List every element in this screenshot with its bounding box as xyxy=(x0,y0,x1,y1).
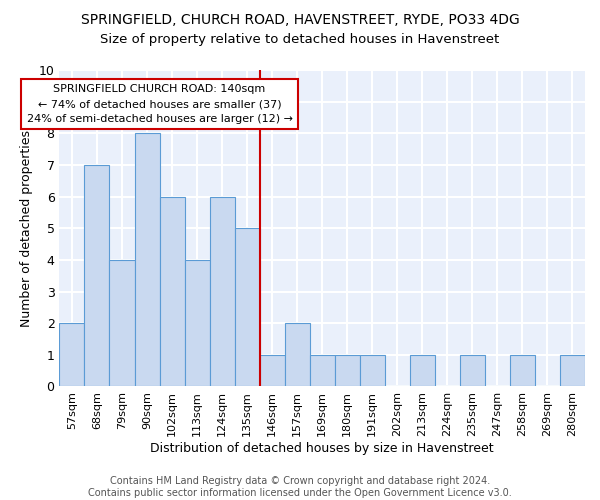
Bar xyxy=(510,355,535,386)
Bar xyxy=(160,196,185,386)
Bar xyxy=(185,260,209,386)
Y-axis label: Number of detached properties: Number of detached properties xyxy=(20,130,33,326)
Bar xyxy=(560,355,585,386)
Bar xyxy=(209,196,235,386)
Bar xyxy=(410,355,435,386)
Bar xyxy=(284,323,310,386)
Bar xyxy=(134,134,160,386)
Text: SPRINGFIELD, CHURCH ROAD, HAVENSTREET, RYDE, PO33 4DG: SPRINGFIELD, CHURCH ROAD, HAVENSTREET, R… xyxy=(80,12,520,26)
Bar xyxy=(235,228,260,386)
Text: Size of property relative to detached houses in Havenstreet: Size of property relative to detached ho… xyxy=(100,32,500,46)
Bar xyxy=(460,355,485,386)
Bar xyxy=(260,355,284,386)
Bar xyxy=(335,355,360,386)
X-axis label: Distribution of detached houses by size in Havenstreet: Distribution of detached houses by size … xyxy=(151,442,494,455)
Bar xyxy=(85,165,109,386)
Text: SPRINGFIELD CHURCH ROAD: 140sqm
← 74% of detached houses are smaller (37)
24% of: SPRINGFIELD CHURCH ROAD: 140sqm ← 74% of… xyxy=(26,84,293,124)
Text: Contains HM Land Registry data © Crown copyright and database right 2024.
Contai: Contains HM Land Registry data © Crown c… xyxy=(88,476,512,498)
Bar xyxy=(360,355,385,386)
Bar xyxy=(310,355,335,386)
Bar xyxy=(59,323,85,386)
Bar xyxy=(109,260,134,386)
